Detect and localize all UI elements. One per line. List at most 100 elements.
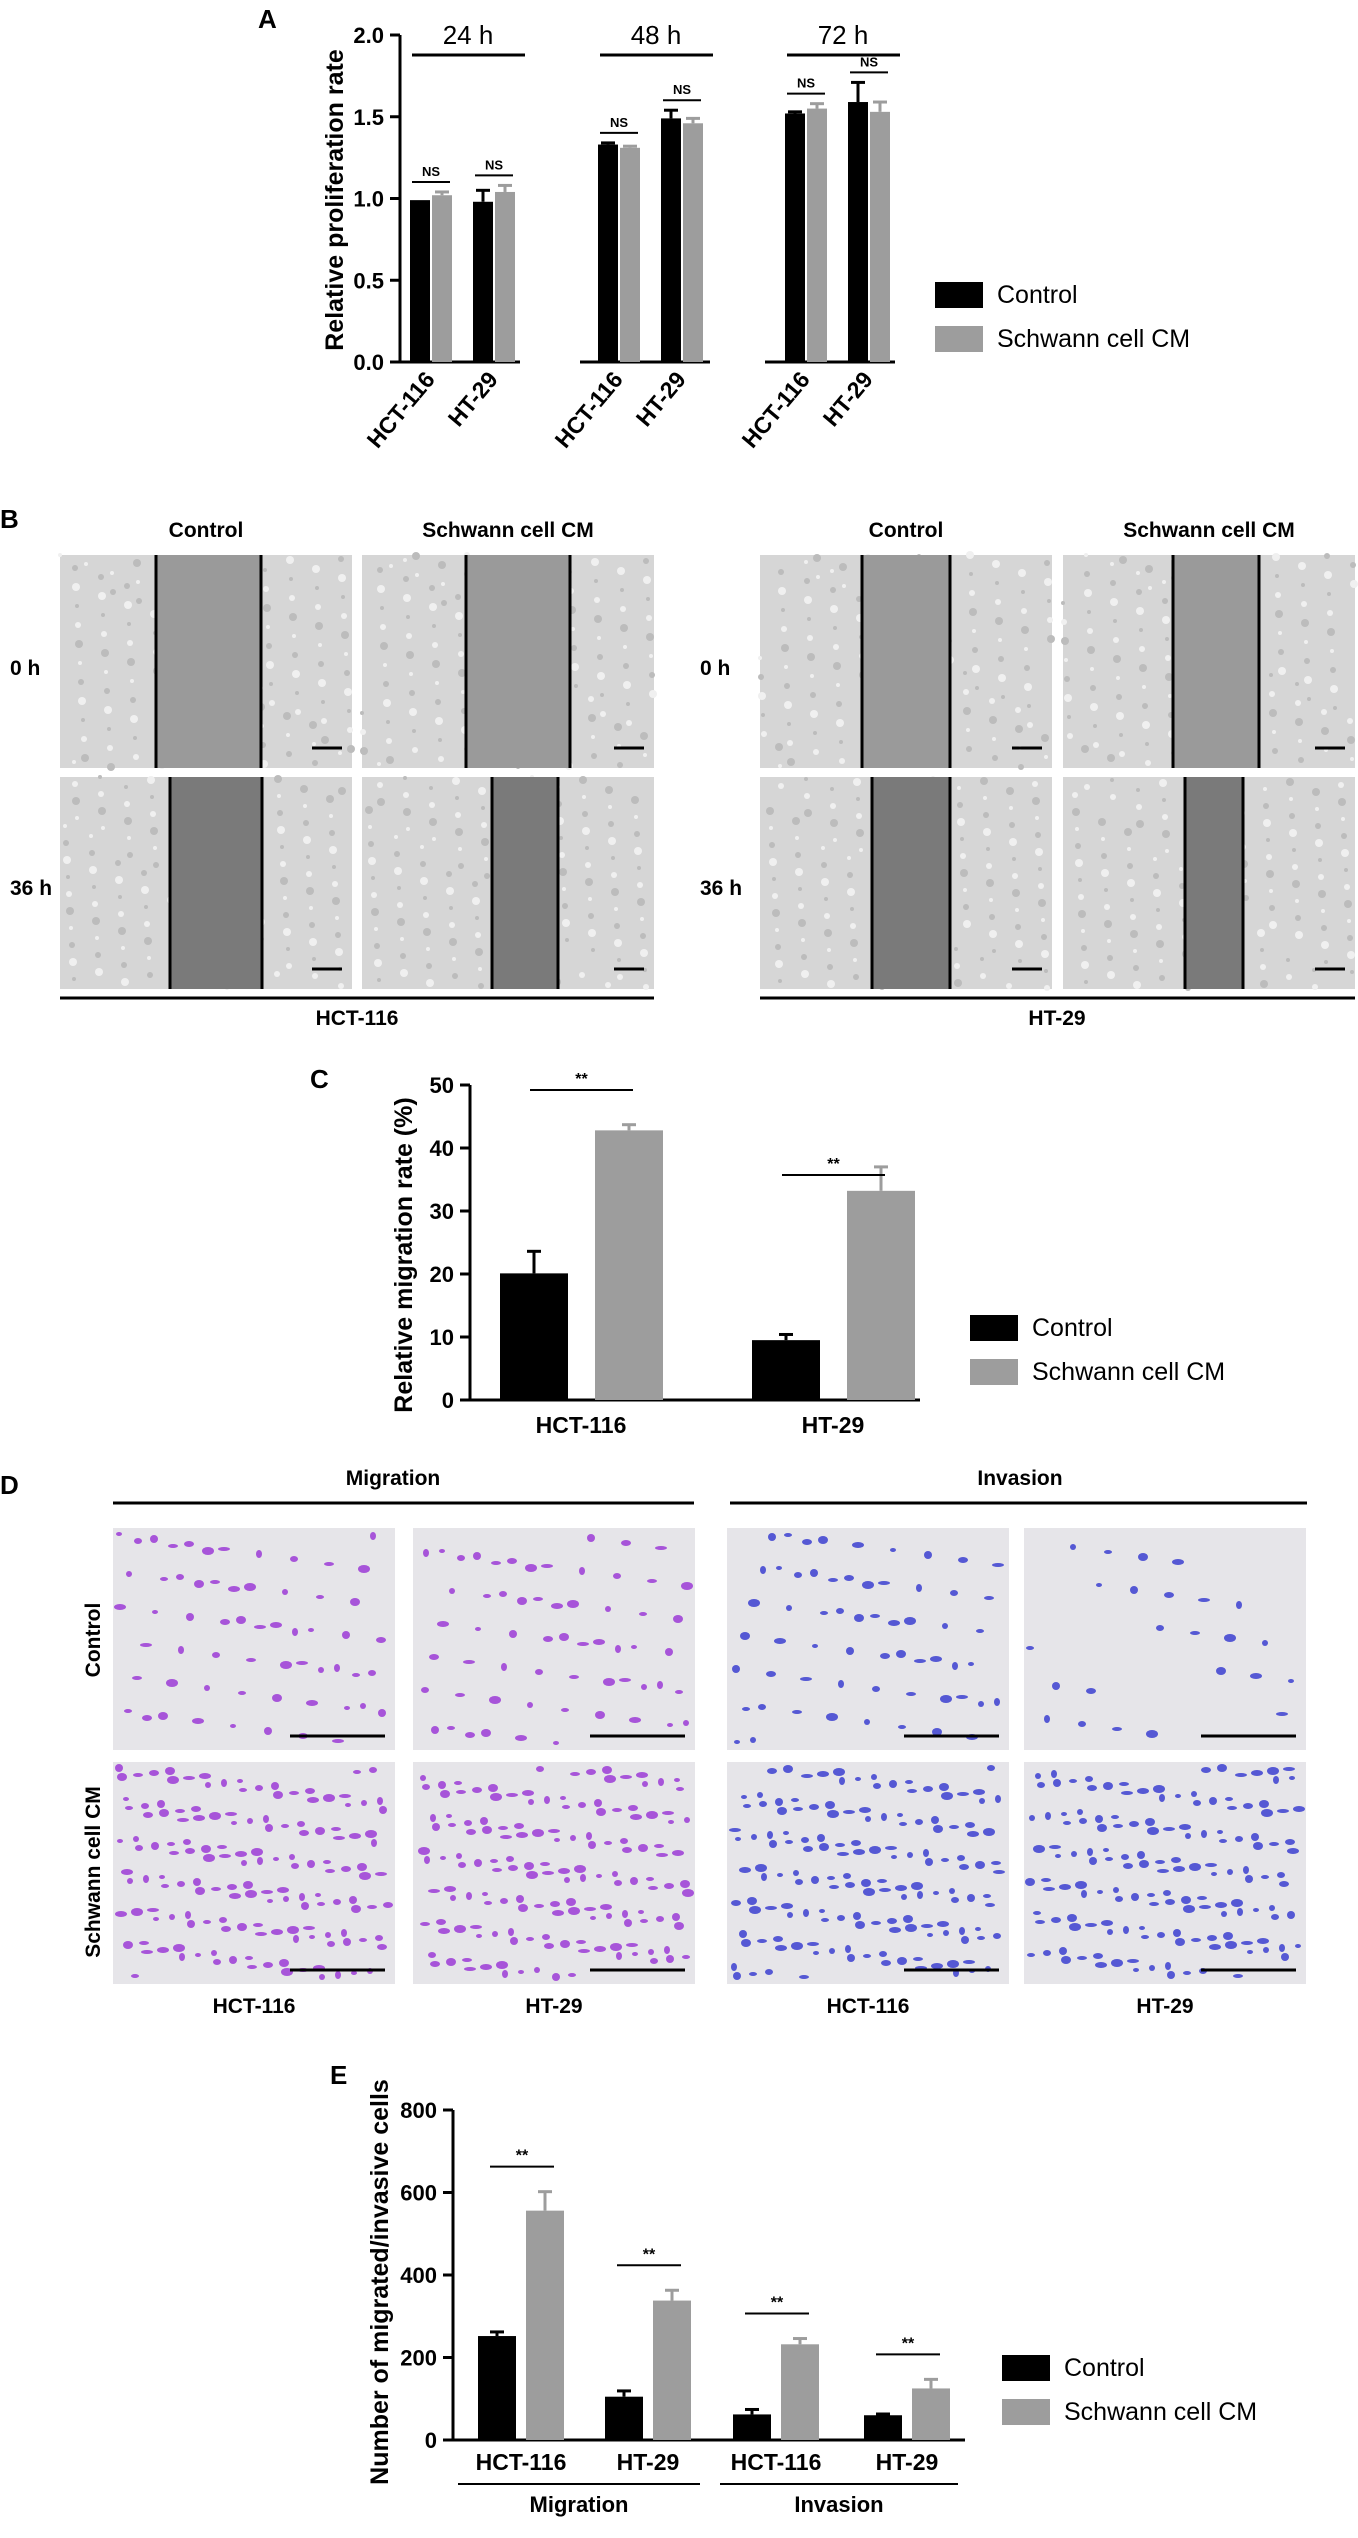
stained-cell (367, 1905, 377, 1909)
stained-cell (626, 1943, 638, 1947)
stained-cell (881, 1960, 891, 1966)
stained-cell (212, 1652, 220, 1658)
stained-cell (1243, 1866, 1249, 1874)
row-label: 36 h (700, 877, 742, 900)
stained-cell (236, 1616, 246, 1624)
cell-speckle (344, 652, 348, 656)
cell-speckle (1035, 848, 1043, 856)
stained-cell (569, 1675, 579, 1679)
stained-cell (675, 1690, 683, 1694)
cell-speckle (1032, 781, 1038, 787)
stained-cell (1107, 1929, 1113, 1935)
stained-cell (783, 1765, 793, 1773)
stained-cell (358, 1565, 370, 1573)
cell-speckle (1087, 646, 1095, 654)
stained-cell (580, 1874, 586, 1882)
stained-cell (622, 1910, 628, 1918)
stained-cell (647, 1579, 657, 1583)
cell-speckle (839, 563, 847, 571)
stained-cell (490, 1793, 502, 1801)
stained-cell (1199, 1905, 1211, 1909)
cell-speckle (1330, 667, 1336, 673)
stained-cell (1147, 1893, 1155, 1897)
cell-speckle (124, 785, 128, 789)
stained-cell (560, 1796, 566, 1800)
stained-cell (1149, 1902, 1159, 1906)
x-tick-label: HT-29 (631, 367, 691, 432)
stained-cell (923, 1786, 933, 1792)
cell-speckle (435, 681, 439, 685)
stained-cell (917, 1891, 923, 1899)
stained-cell (282, 1589, 288, 1595)
cell-speckle (110, 589, 116, 595)
cell-speckle (326, 795, 334, 803)
stained-cell (261, 1890, 273, 1894)
stained-cell (1211, 1872, 1217, 1876)
stained-cell (1271, 1914, 1279, 1920)
stained-cell (765, 1906, 777, 1910)
stained-cell (588, 1841, 596, 1849)
cell-speckle (1168, 694, 1172, 698)
cell-speckle (1101, 869, 1109, 877)
stained-cell (438, 1928, 450, 1934)
stained-cell (743, 1804, 751, 1808)
cell-speckle (649, 654, 653, 658)
cell-speckle (1012, 873, 1018, 879)
cell-speckle (847, 872, 853, 878)
stained-cell (890, 1548, 896, 1552)
stained-cell (449, 1588, 455, 1594)
y-tick-label: 1.5 (353, 105, 384, 130)
stained-cell (134, 1538, 142, 1544)
stained-cell (1190, 1631, 1200, 1635)
cell-speckle (801, 970, 809, 978)
stained-cell (791, 1798, 799, 1802)
cell-speckle (989, 898, 993, 902)
cell-speckle (1090, 667, 1094, 671)
stained-cell (123, 1941, 133, 1949)
cell-speckle (614, 907, 618, 911)
stained-cell (885, 1846, 897, 1850)
stained-cell (297, 1821, 305, 1827)
stained-cell (1026, 1646, 1034, 1650)
cell-speckle (1021, 626, 1029, 634)
stained-cell (526, 1937, 534, 1941)
stained-cell (245, 1890, 257, 1898)
cell-speckle (1272, 748, 1278, 754)
stained-cell (1111, 1959, 1123, 1967)
y-tick-label: 20 (430, 1262, 454, 1287)
stained-cell (1043, 1887, 1055, 1891)
cell-speckle (972, 647, 978, 653)
cell-speckle (1344, 900, 1352, 908)
cell-speckle (1312, 788, 1320, 796)
stained-cell (277, 1887, 289, 1893)
cell-speckle (1113, 619, 1117, 623)
cell-speckle (649, 672, 655, 678)
cell-speckle (960, 853, 966, 859)
stained-cell (450, 1895, 456, 1901)
cell-speckle (960, 837, 964, 841)
stained-cell (353, 1770, 361, 1774)
stained-cell (544, 1796, 550, 1804)
stained-cell (516, 1895, 524, 1903)
cell-speckle (571, 645, 577, 651)
cell-speckle (303, 820, 309, 826)
cell-speckle (432, 642, 438, 648)
stained-cell (1191, 1938, 1201, 1942)
cell-speckle (989, 698, 995, 704)
cell-speckle (455, 594, 461, 600)
cell-speckle (107, 763, 115, 771)
membrane (1024, 1528, 1306, 1750)
stained-cell (498, 1826, 508, 1830)
stained-cell (1069, 1779, 1077, 1783)
cell-speckle (798, 903, 804, 909)
stained-cell (1183, 1971, 1191, 1975)
stained-cell (185, 1911, 191, 1919)
cell-speckle (640, 949, 648, 957)
stained-cell (1295, 1944, 1301, 1948)
stained-cell (657, 1681, 663, 1689)
stained-cell (1262, 1640, 1268, 1646)
significance-annotation: ** (902, 2335, 915, 2352)
cell-speckle (830, 819, 838, 827)
stained-cell (448, 1823, 456, 1827)
cell-speckle (475, 932, 481, 938)
